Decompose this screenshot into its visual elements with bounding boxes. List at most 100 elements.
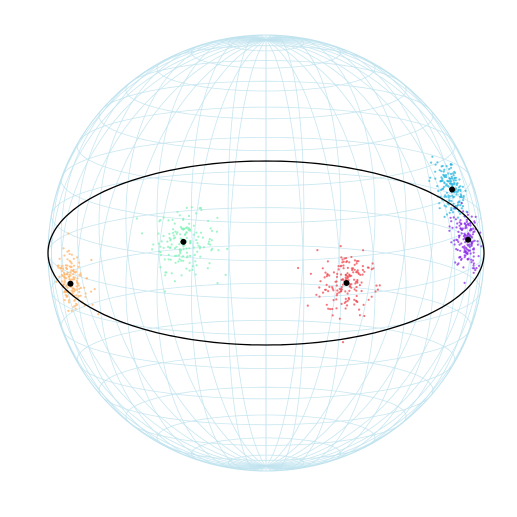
cluster-point-green [169, 258, 172, 261]
cluster-point-purple [465, 251, 468, 255]
cluster-point-red [371, 262, 374, 265]
cluster-point-red [348, 261, 351, 264]
cluster-point-orange [61, 274, 64, 277]
parallel-line [76, 319, 456, 400]
cluster-point-red [332, 299, 335, 302]
cluster-point-orange [65, 267, 68, 270]
cluster-point-orange [58, 257, 61, 260]
cluster-point-green [192, 233, 195, 236]
cluster-point-red [344, 297, 347, 300]
cluster-point-orange [73, 276, 76, 279]
cluster-point-purple [472, 251, 475, 254]
cluster-point-purple [467, 224, 470, 227]
cluster-point-orange [75, 279, 78, 282]
cluster-point-purple [477, 255, 480, 258]
anchor-markers [67, 186, 472, 287]
meridian-line [76, 38, 267, 467]
cluster-point-cyan [443, 215, 446, 218]
meridian-line [265, 38, 472, 467]
cluster-point-red [336, 292, 339, 295]
cluster-point-green [207, 242, 210, 245]
parallel-line [156, 45, 376, 92]
cluster-point-orange [78, 261, 81, 264]
cluster-point-purple [456, 222, 459, 225]
cluster-point-cyan [450, 180, 453, 183]
parallel-line [125, 60, 407, 120]
cluster-point-orange [75, 288, 78, 291]
cluster-point-purple [462, 266, 465, 269]
cluster-point-purple [462, 210, 465, 213]
cluster-point-red [342, 267, 345, 270]
cluster-point-red [335, 294, 338, 297]
cluster-point-green [170, 272, 173, 275]
cluster-point-green [176, 231, 179, 234]
cluster-point-orange [72, 264, 76, 267]
cluster-point-red [340, 302, 343, 305]
cluster-point-green [162, 234, 165, 238]
cluster-point-purple [456, 248, 459, 252]
cluster-point-green [191, 265, 195, 268]
cluster-point-purple [464, 241, 467, 244]
cluster-point-orange [77, 284, 80, 287]
cluster-point-green [169, 239, 172, 242]
cluster-point-orange [67, 249, 71, 252]
cluster-point-purple [465, 226, 468, 229]
cluster-point-cyan [450, 209, 453, 212]
cluster-point-orange [76, 256, 79, 259]
cluster-point-orange [74, 307, 77, 310]
meridian-line [60, 38, 267, 467]
cluster-point-red [342, 264, 345, 267]
cluster-point-green [179, 252, 182, 255]
cluster-point-orange [64, 285, 68, 288]
cluster-point-red [370, 295, 373, 298]
cluster-point-red [361, 268, 364, 272]
cluster-point-cyan [459, 204, 462, 207]
cluster-point-cyan [438, 202, 441, 205]
cluster-point-red [331, 314, 334, 317]
cluster-point-cyan [452, 195, 455, 198]
cluster-point-orange [55, 280, 58, 283]
cluster-point-red [356, 281, 359, 284]
cluster-point-red [336, 272, 339, 275]
cluster-point-orange [76, 277, 79, 280]
cluster-point-green [174, 261, 177, 264]
cluster-point-red [335, 275, 339, 278]
cluster-point-purple [455, 226, 458, 229]
cluster-point-green [226, 247, 229, 250]
cluster-point-red [346, 266, 349, 269]
cluster-point-orange [63, 254, 66, 257]
cluster-point-red [321, 267, 324, 270]
cluster-point-purple [449, 216, 452, 219]
cluster-point-red [370, 268, 373, 271]
cluster-point-green [188, 269, 191, 272]
cluster-point-green [170, 243, 173, 246]
cluster-point-red [353, 259, 357, 262]
anchor-point-purple [465, 236, 472, 243]
cluster-point-cyan [452, 179, 455, 182]
cluster-point-orange [78, 273, 81, 277]
cluster-point-red [329, 308, 332, 311]
cluster-point-orange [67, 232, 70, 235]
anchor-point-green [180, 238, 187, 245]
cluster-point-purple [472, 227, 475, 230]
cluster-point-purple [460, 232, 463, 235]
cluster-point-orange [68, 265, 71, 268]
meridian-line [265, 39, 485, 467]
cluster-point-cyan [461, 205, 465, 208]
cluster-point-purple [448, 229, 451, 232]
cluster-point-orange [84, 292, 87, 295]
cluster-point-red [346, 272, 349, 275]
cluster-point-cyan [437, 189, 440, 193]
cluster-point-orange [60, 269, 64, 273]
parallel-line [47, 207, 485, 299]
cluster-point-green [171, 218, 174, 221]
cluster-point-red [352, 271, 355, 274]
cluster-point-cyan [458, 178, 461, 181]
cluster-point-cyan [445, 195, 448, 198]
cluster-point-red [375, 284, 378, 287]
cluster-point-cyan [447, 196, 450, 199]
cluster-point-green [168, 232, 171, 235]
cluster-point-green [179, 249, 183, 252]
cluster-point-purple [476, 243, 479, 246]
cluster-point-purple [460, 242, 463, 245]
